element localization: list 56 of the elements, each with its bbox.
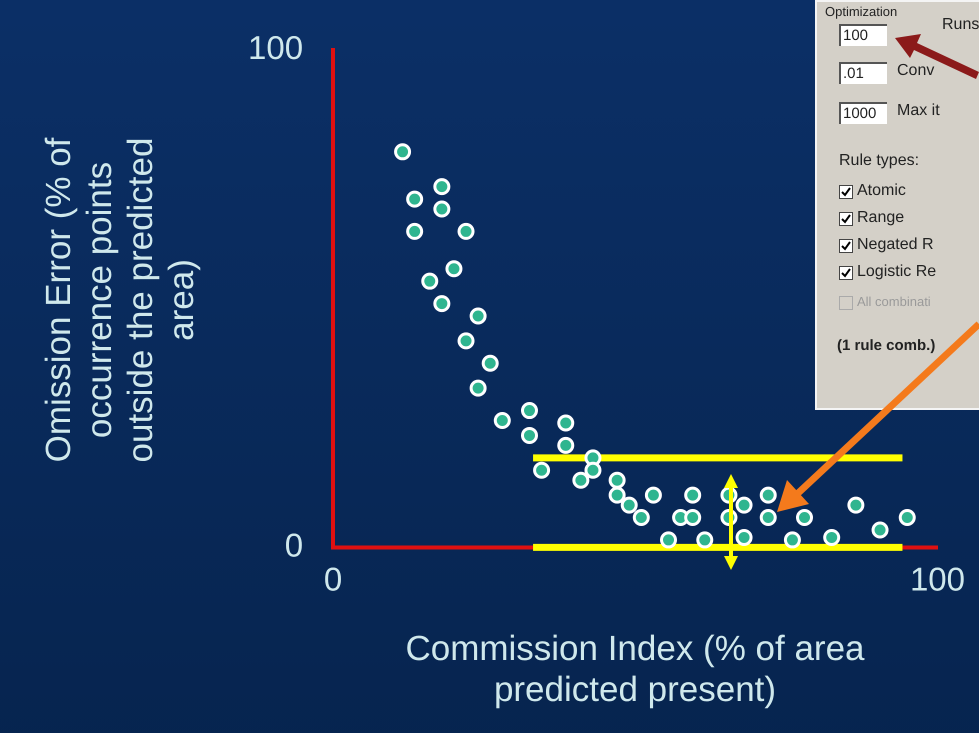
point — [458, 332, 475, 350]
point — [847, 496, 864, 514]
point — [572, 472, 590, 489]
point — [421, 272, 438, 290]
point — [470, 308, 487, 325]
point — [494, 412, 511, 430]
annotation: Atomic — [857, 182, 906, 200]
point — [760, 486, 777, 504]
point — [784, 531, 801, 548]
point — [458, 222, 475, 240]
point — [736, 528, 753, 546]
point — [760, 509, 777, 526]
point — [620, 496, 638, 514]
point — [520, 402, 538, 420]
annotation: Negated R — [857, 236, 934, 254]
text: 100 — [843, 27, 868, 44]
point — [644, 486, 662, 504]
point — [736, 496, 753, 514]
point — [823, 528, 840, 546]
annotation: Logistic Re — [857, 263, 936, 281]
annotation: Rule types: — [839, 152, 920, 170]
point — [872, 521, 889, 538]
text: Runs — [942, 16, 979, 33]
point — [632, 509, 650, 526]
point — [520, 426, 538, 444]
annotation: (1 rule comb.) — [837, 337, 936, 354]
x-axis-title: Commission Index (% of area predicted present) — [405, 628, 865, 710]
point — [394, 143, 412, 160]
point — [584, 462, 602, 479]
point — [433, 200, 450, 218]
point — [608, 472, 626, 489]
y-axis-title: Omission Error (% of occurrence points outside the predicted area) — [38, 136, 202, 464]
annotation: Max it — [897, 102, 940, 120]
annotation: 1000 — [839, 102, 887, 124]
point — [433, 295, 450, 312]
point — [482, 354, 499, 372]
point — [660, 531, 678, 548]
point — [470, 380, 487, 397]
annotation: Range — [857, 209, 904, 227]
point — [696, 531, 714, 548]
point — [796, 509, 813, 526]
point — [557, 436, 574, 454]
point — [557, 414, 574, 432]
annotation: All combinati — [857, 294, 931, 309]
point — [684, 509, 702, 526]
point — [445, 260, 462, 278]
point — [533, 462, 550, 479]
point — [406, 222, 424, 240]
point — [608, 486, 626, 504]
annotation: Conv — [897, 62, 934, 80]
point — [433, 178, 450, 196]
point — [684, 486, 702, 504]
point — [406, 190, 424, 208]
annotation: .01 — [839, 62, 887, 84]
text: Optimization — [825, 4, 898, 19]
point — [898, 509, 916, 526]
